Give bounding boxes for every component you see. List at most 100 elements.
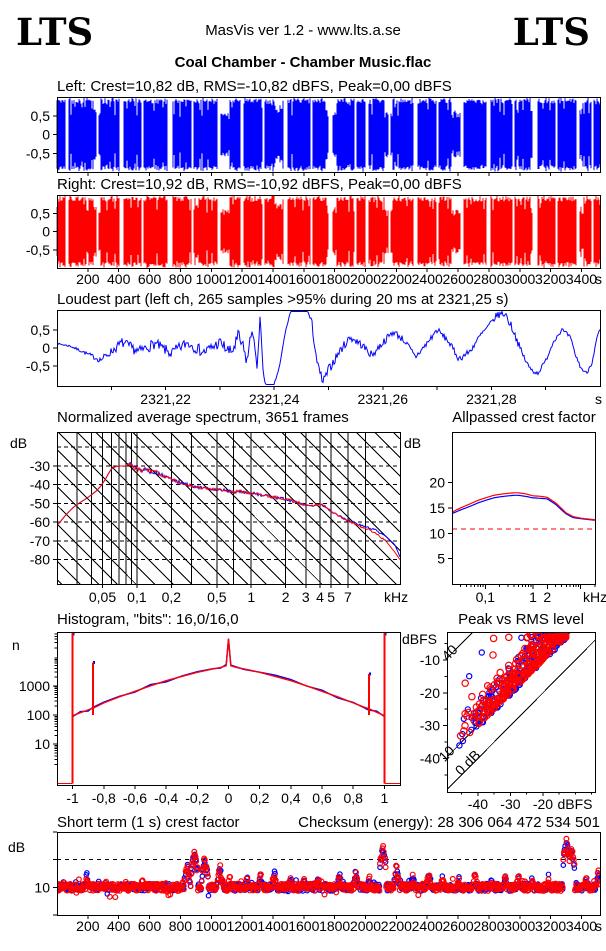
tick-label: 800 [169, 918, 193, 934]
histogram-panel: 10 100 1000 -1 -0,8 -0,6 -0,4 -0,2 0 0,2 0,4 0,6 0,8… [19, 632, 401, 806]
scatter-point-right [453, 886, 460, 893]
waveform-right-title: Right: Crest=10,92 dB, RMS=-10,92 dBFS, … [57, 176, 462, 193]
scatter-point-right [499, 690, 507, 699]
tick-label: -20 [533, 796, 553, 812]
scatter-point-right [475, 717, 484, 726]
tick-label: -0,2 [185, 790, 209, 806]
histogram-series [57, 632, 400, 785]
diagonal-line [150, 432, 304, 584]
scatter-point-right [528, 632, 537, 639]
scatter-point-right [545, 876, 552, 883]
scatter-point-right [521, 644, 529, 653]
scatter-point-right [512, 655, 521, 664]
tick-label: 0,5 [31, 108, 51, 124]
scatter-point-right [218, 876, 225, 883]
scatter-point-right [216, 867, 223, 874]
scatter-point-right [596, 881, 600, 888]
scatter-point-right [539, 639, 547, 648]
diagonal-line [57, 467, 174, 584]
scatter-point-right [187, 879, 194, 886]
scatter-point-right [204, 870, 211, 877]
tick-label: 2321,22 [140, 391, 191, 407]
scatter-point-right [570, 854, 577, 861]
scatter-point-right [395, 875, 402, 882]
scatter-point-right [301, 875, 308, 882]
scatter-point-right [382, 864, 389, 871]
scatter-point-right [507, 685, 515, 694]
scatter-point-right [393, 863, 400, 870]
scatter-point-right [593, 882, 600, 889]
diagonal-line [57, 504, 137, 584]
tick-label: 10 [34, 736, 50, 752]
scatter-point-right [571, 861, 578, 868]
tick-label: 2200 [381, 918, 412, 934]
scatter-point-right [217, 862, 224, 869]
scatter-point-left [514, 657, 521, 665]
tick-label: -10 [420, 652, 440, 668]
scatter-point-right [519, 877, 526, 884]
scatter-point-right [542, 648, 550, 656]
x-unit-label: kHz [583, 589, 606, 605]
tick-label: 0,2 [162, 589, 182, 605]
scatter-point-right [595, 867, 600, 874]
tick-label: 2321,28 [466, 391, 517, 407]
tick-label: -0,5 [26, 242, 50, 258]
tick-label: 800 [169, 271, 193, 287]
tick-label: 20 [429, 475, 445, 491]
peak-rms-ylabel: dBFS [402, 631, 437, 647]
scatter-point-right [479, 713, 488, 721]
scatter-point-right [596, 874, 600, 881]
scatter-point-right [193, 867, 200, 874]
scatter-point-right [482, 696, 491, 705]
scatter-point-right [510, 674, 519, 683]
tick-label: 2400 [412, 918, 443, 934]
diagonal-line [57, 486, 156, 584]
tick-label: 0,5 [31, 322, 51, 338]
scatter-point-right [470, 716, 478, 725]
tick-label: 400 [107, 918, 131, 934]
scatter-point-right [560, 856, 567, 863]
tick-label: 5 [327, 589, 335, 605]
scatter-point-right [483, 681, 492, 690]
tick-label: 1600 [288, 918, 319, 934]
logo-left: LTS [16, 10, 93, 54]
scatter-point-right [517, 651, 526, 660]
tick-label: 600 [138, 918, 162, 934]
tick-label: -1 [66, 790, 79, 806]
scatter-point-right [382, 854, 389, 861]
scatter-point-right [563, 840, 570, 847]
scatter-point-left [466, 673, 473, 680]
diagonal-line [206, 432, 360, 584]
tick-label: 1 [381, 790, 389, 806]
scatter-point-right [194, 864, 201, 871]
scatter-point-left [377, 864, 383, 871]
waveform-right-waveform [56, 195, 601, 268]
waveform-left-title: Left: Crest=10,82 dB, RMS=-10,82 dBFS, P… [57, 78, 452, 95]
axes-box [57, 97, 601, 173]
app-version: MasVis ver 1.2 - www.lts.a.se [205, 22, 401, 39]
scatter-point-right [489, 651, 497, 659]
scatter-point-right [394, 873, 401, 880]
diagonal-line [76, 432, 230, 584]
diagonal-line [113, 432, 267, 584]
tick-label: -30 [420, 718, 440, 734]
scatter-point-right [244, 875, 251, 882]
scatter-point-right [515, 873, 522, 880]
scatter-point-right [468, 692, 476, 701]
tick-label: 0 [225, 790, 233, 806]
scatter-point-right [390, 885, 397, 892]
diagonal-line [57, 579, 63, 584]
tick-label: 0,5 [207, 589, 227, 605]
shortterm-panel: 10 200 400 600 800 1000 1200 1400 1600 1800 2000 22… [34, 831, 602, 934]
waveform-left-waveform [56, 97, 601, 172]
diagonal-crest-line [447, 632, 474, 659]
scatter-point-right [379, 845, 386, 852]
scatter-point-right [529, 654, 538, 663]
scatter-point-right [489, 704, 498, 713]
tick-label: 200 [76, 918, 100, 934]
loudest-waveform [57, 310, 600, 385]
tick-label: -0,5 [26, 145, 50, 161]
scatter-point-right [490, 695, 499, 704]
shortterm-title: Short term (1 s) crest factor [57, 814, 240, 831]
